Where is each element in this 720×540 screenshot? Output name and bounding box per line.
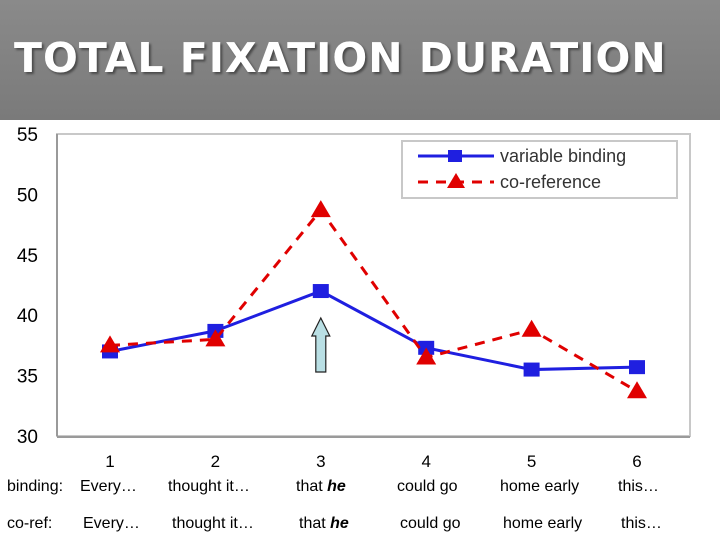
slide-title: TOTAL FIXATION DURATION [14,34,667,82]
data-point-triangle [627,381,647,399]
coref-row-label: co-ref: [7,515,53,532]
data-point-square [523,362,540,377]
coref-cell-6: this… [621,515,662,532]
x-tick-label: 5 [527,452,536,471]
data-point-triangle [205,329,226,347]
slide-header: TOTAL FIXATION DURATION [0,0,720,120]
binding-cell-3: that he [296,478,346,496]
up-arrow-annotation [310,316,331,373]
binding-cell-4: could go [397,478,458,495]
y-tick-label: 40 [17,306,38,327]
coref-cell-3: that he [299,515,349,533]
legend-label: co-reference [500,172,601,192]
binding-cell-2: thought it… [168,478,250,495]
binding-cell-1: Every… [80,478,137,495]
coref-cell-4: could go [400,515,461,532]
binding-row: binding: Every… thought it… that he coul… [0,478,720,502]
coref-cell-3-text: that [299,515,331,532]
legend-label: variable binding [500,146,626,166]
data-point-triangle [310,200,331,218]
data-point-square [312,284,329,299]
legend-marker-triangle [447,173,465,188]
binding-row-label: binding: [7,478,64,495]
binding-cell-3-text: that [296,478,328,495]
x-tick-label: 2 [211,452,220,471]
coref-cell-5: home early [503,515,583,532]
y-tick-label: 45 [17,246,38,267]
y-tick-label: 35 [17,367,38,388]
data-point-square [629,360,645,375]
legend-marker-square [448,150,462,162]
y-tick-label: 50 [17,185,38,206]
binding-cell-5: home early [500,478,580,495]
binding-cell-6: this… [618,478,659,495]
data-point-triangle [416,347,437,365]
x-tick-label: 3 [316,452,325,471]
x-tick-label: 1 [105,452,114,471]
data-point-triangle [100,335,120,353]
y-tick-label: 55 [17,125,38,146]
coref-cell-1: Every… [83,515,140,532]
coref-cell-2: thought it… [172,515,254,532]
coref-row: co-ref: Every… thought it… that he could… [0,515,720,539]
x-tick-label: 4 [421,452,430,471]
chart-legend: variable binding co-reference [401,140,678,199]
series-line-co-reference [109,207,638,393]
coref-cell-3-emphasis: he [330,515,349,532]
y-tick-label: 30 [17,427,38,448]
series-line-variable-binding [109,289,638,372]
data-point-triangle [521,319,542,337]
binding-cell-3-emphasis: he [327,478,346,495]
x-tick-label: 6 [632,452,641,471]
legend-box [401,140,678,199]
